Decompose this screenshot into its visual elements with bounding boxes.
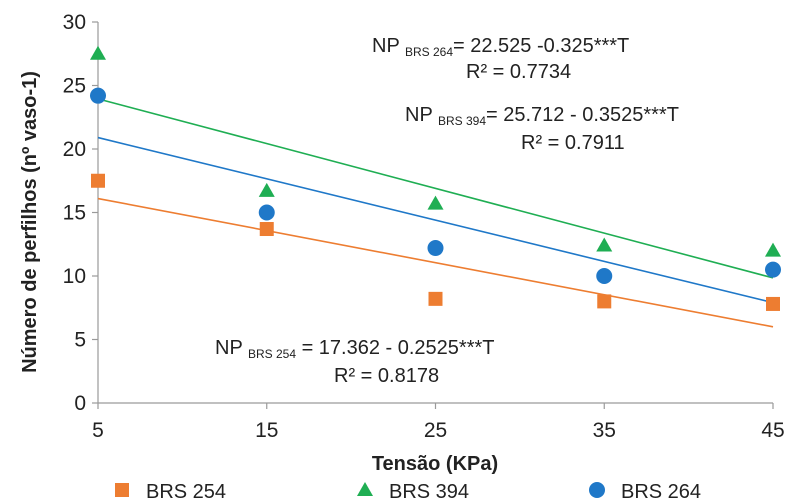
data-point-brs-394 (427, 195, 444, 210)
equation-brs-394: NP BRS 394= 25.712 - 0.3525***T (405, 104, 679, 128)
data-point-brs-254 (766, 296, 780, 311)
data-point-brs-254 (428, 291, 443, 306)
data-point-brs-264 (765, 261, 781, 278)
data-point-brs-264 (596, 268, 613, 284)
trendline-brs-254 (97, 197, 774, 328)
data-point-brs-264 (427, 240, 444, 257)
y-tick-label: 30 (63, 11, 86, 34)
data-point-brs-394 (765, 242, 781, 257)
y-tick-label: 5 (74, 329, 86, 352)
regression-equations: NP BRS 254 = 17.362 - 0.2525***T R² = 0.8… (215, 35, 679, 387)
legend-label-brs-394: BRS 394 (389, 481, 469, 503)
legend-label-brs-264: BRS 264 (621, 481, 701, 503)
r-squared-brs-394: R² = 0.7911 (521, 132, 625, 154)
r-squared-brs-254: R² = 0.8178 (334, 365, 439, 387)
legend-marker-brs-254 (115, 483, 129, 497)
trendline-brs-264 (97, 136, 774, 304)
x-tick-label: 45 (761, 419, 784, 442)
data-point-brs-254 (259, 222, 274, 237)
x-tick-label: 15 (255, 419, 278, 442)
legend: BRS 254 BRS 394 BRS 264 (115, 481, 701, 503)
equation-brs-264: NP BRS 264= 22.525 -0.325***T (372, 35, 629, 59)
x-tick-label: 35 (593, 419, 616, 442)
data-point-brs-394 (90, 45, 106, 60)
data-point-brs-394 (258, 182, 275, 197)
legend-marker-brs-264 (589, 482, 605, 498)
x-tick-label: 5 (92, 419, 104, 442)
y-axis-title: Número de perfilhos (nº vaso-1) (19, 71, 41, 373)
y-tick-label: 0 (74, 392, 86, 415)
equation-brs-254: NP BRS 254 = 17.362 - 0.2525***T (215, 337, 495, 361)
data-points (90, 45, 781, 311)
y-tick-label: 10 (63, 265, 86, 288)
y-tick-label: 20 (63, 138, 86, 161)
axes (92, 21, 774, 409)
trendline-brs-394 (97, 98, 774, 279)
x-tick-label: 25 (424, 419, 447, 442)
data-point-brs-254 (91, 173, 105, 188)
data-point-brs-264 (258, 204, 275, 221)
x-axis-title: Tensão (KPa) (372, 453, 498, 475)
trendlines (97, 98, 774, 328)
r-squared-brs-264: R² = 0.7734 (466, 61, 571, 83)
data-point-brs-254 (597, 294, 612, 309)
data-point-brs-394 (596, 237, 613, 252)
data-point-brs-264 (90, 87, 106, 104)
y-tick-label: 15 (63, 202, 86, 225)
y-tick-label: 25 (63, 75, 86, 98)
legend-label-brs-254: BRS 254 (146, 481, 226, 503)
legend-marker-brs-394 (357, 482, 373, 496)
